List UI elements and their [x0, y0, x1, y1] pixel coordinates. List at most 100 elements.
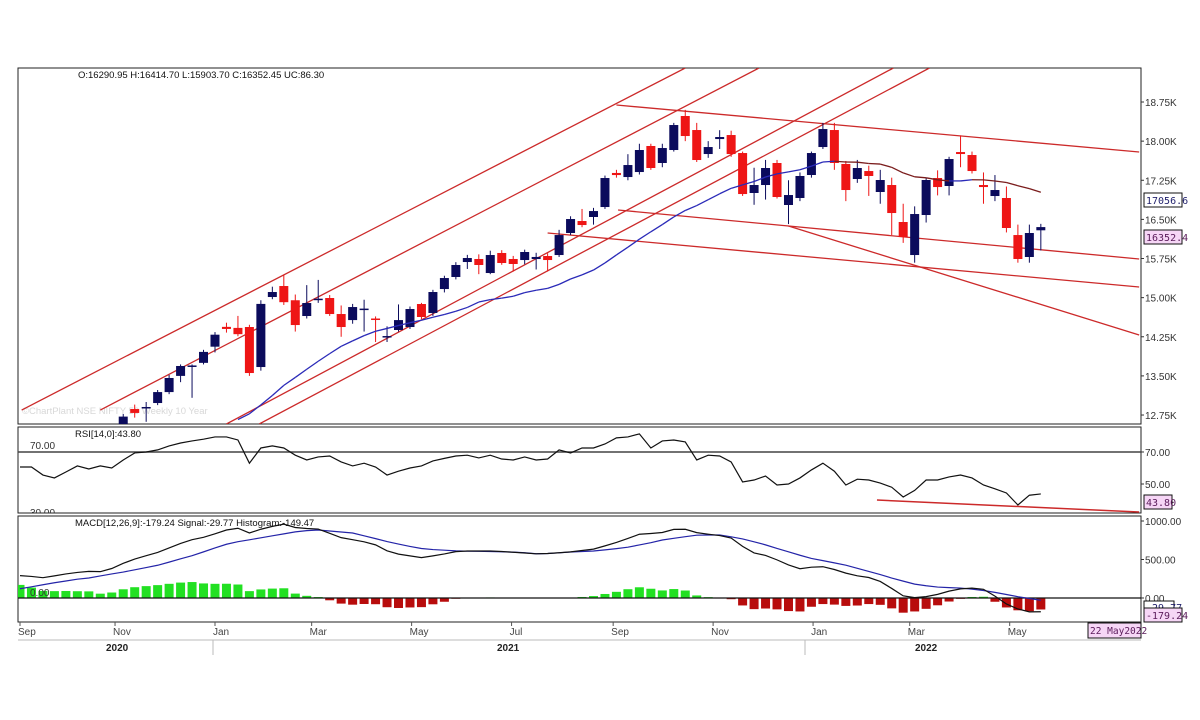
macd-line: [19, 523, 1041, 613]
macd-histogram-bar: [818, 597, 828, 605]
rsi-axis-label: 70.00: [1145, 448, 1170, 459]
candle-body: [313, 298, 323, 301]
candle-body: [371, 318, 381, 321]
macd-histogram-bar: [153, 585, 163, 598]
candle-body: [898, 222, 908, 238]
candle-body: [543, 256, 553, 261]
trendline: [258, 68, 930, 424]
candle-body: [715, 137, 725, 140]
macd-axis-label: 1000.00: [1145, 517, 1182, 528]
macd-panel: [17, 515, 1142, 623]
x-axis-month-label: Mar: [310, 627, 328, 638]
macd-histogram-bar: [348, 597, 358, 605]
macd-histogram-bar: [279, 588, 289, 598]
macd-histogram-bar: [256, 589, 266, 598]
macd-axis-label: 500.00: [1145, 555, 1176, 566]
macd-histogram-bar: [210, 583, 220, 598]
candle-body: [646, 145, 656, 169]
candle-up: [715, 130, 725, 149]
candle-body: [703, 147, 713, 155]
macd-histogram-bar: [26, 587, 36, 598]
candle-body: [348, 307, 358, 321]
watermark: ©ChartPlant NSE NIFTY 50 Weekly 10 Year: [22, 406, 208, 417]
macd-histogram-bar: [38, 590, 48, 598]
macd-histogram-bar: [107, 592, 117, 598]
candle-up: [703, 141, 713, 158]
candle-up: [118, 413, 128, 424]
macd-histogram-bar: [646, 588, 656, 598]
candle-body: [428, 292, 438, 313]
moving-average-segment: [375, 327, 388, 332]
candle-down: [726, 130, 736, 157]
moving-average-segment: [352, 335, 365, 342]
macd-histogram-bar: [72, 591, 82, 598]
candle-body: [611, 172, 621, 176]
x-axis-month-label: Nov: [113, 627, 131, 638]
moving-average-segment: [547, 283, 560, 289]
candle-up: [623, 154, 633, 181]
candle-down: [646, 143, 656, 170]
candle-up: [944, 156, 954, 196]
moving-average-segment: [914, 176, 927, 179]
macd-histogram-bar: [898, 597, 908, 613]
macd-histogram-bar: [394, 597, 404, 608]
candle-down: [233, 315, 243, 337]
candle-body: [806, 153, 816, 175]
macd-histogram-bar: [944, 597, 954, 602]
candle-body: [600, 178, 610, 208]
macd-histogram-bar: [772, 597, 782, 610]
macd-histogram-bar: [864, 597, 874, 605]
candle-body: [726, 135, 736, 155]
rsi-trendline: [876, 499, 1140, 513]
x-axis-month-label: Sep: [611, 627, 629, 638]
candle-body: [589, 211, 598, 217]
candle-body: [130, 409, 140, 413]
moving-average-segment: [294, 368, 308, 378]
macd-last-box: -179.24: [1143, 607, 1188, 623]
candle-body: [680, 115, 690, 137]
candle-body: [749, 185, 759, 193]
candle-down: [336, 305, 346, 337]
candle-body: [221, 326, 231, 329]
axes: 12.75K 13.50K 14.25K 15.00K 15.75K 16.50K 17.2…: [18, 98, 1182, 638]
candle-body: [520, 251, 530, 261]
candle-up: [451, 262, 461, 280]
moving-average-segment: [329, 345, 342, 355]
candle-up: [199, 349, 209, 365]
moving-average-segment: [271, 384, 285, 396]
candle-up: [359, 299, 369, 332]
candle-down: [416, 302, 426, 320]
macd-histogram-bar: [371, 597, 381, 605]
candle-down: [611, 169, 621, 178]
macd-histogram-bar: [761, 597, 771, 609]
moving-average-segment: [558, 278, 571, 285]
moving-average-segment: [306, 360, 319, 370]
candle-down: [577, 208, 587, 228]
moving-average-segment: [283, 376, 296, 386]
macd-histogram-bar: [841, 597, 851, 606]
candle-body: [933, 178, 943, 188]
candle-up: [910, 206, 920, 263]
x-axis-month-label: May: [410, 627, 429, 638]
candle-body: [439, 278, 449, 290]
candle-body: [657, 148, 667, 163]
moving-average-segment: [363, 330, 376, 337]
moving-average-segment: [455, 306, 468, 312]
macd-histogram-bar: [141, 586, 151, 598]
moving-average-segment: [753, 176, 766, 183]
candle-body: [634, 150, 644, 173]
svg-text:16352.4: 16352.4: [1146, 233, 1188, 244]
candle-down: [967, 151, 977, 174]
candle-body: [818, 129, 828, 148]
candle-down: [841, 160, 851, 202]
candle-down: [829, 122, 839, 170]
price-panel: [17, 67, 1142, 425]
candle-up: [210, 332, 220, 353]
candle-body: [256, 303, 266, 368]
moving-average-segment: [570, 274, 583, 280]
macd-histogram-bar: [589, 596, 598, 598]
moving-average-segment: [891, 166, 904, 174]
moving-average-segment: [685, 204, 697, 212]
moving-average-segment: [707, 193, 720, 201]
macd-readout: MACD[12,26,9]:-179.24 Signal:-29.77 Hist…: [75, 518, 314, 529]
